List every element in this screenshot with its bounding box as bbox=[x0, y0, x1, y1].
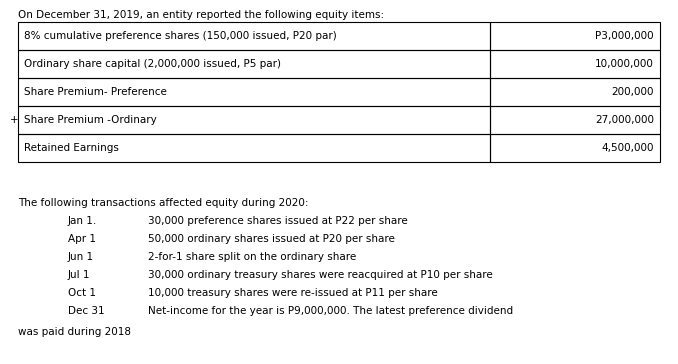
Text: Share Premium- Preference: Share Premium- Preference bbox=[24, 87, 167, 97]
Text: The following transactions affected equity during 2020:: The following transactions affected equi… bbox=[18, 198, 308, 208]
Text: 10,000 treasury shares were re-issued at P11 per share: 10,000 treasury shares were re-issued at… bbox=[148, 288, 438, 298]
Text: P3,000,000: P3,000,000 bbox=[595, 31, 654, 41]
Text: Jul 1: Jul 1 bbox=[68, 270, 90, 280]
Text: Net-income for the year is P9,000,000. The latest preference dividend: Net-income for the year is P9,000,000. T… bbox=[148, 306, 513, 316]
Bar bbox=[18, 78, 490, 106]
Text: Ordinary share capital (2,000,000 issued, P5 par): Ordinary share capital (2,000,000 issued… bbox=[24, 59, 281, 69]
Text: Jan 1.: Jan 1. bbox=[68, 216, 97, 226]
Text: Oct 1: Oct 1 bbox=[68, 288, 96, 298]
Text: +: + bbox=[10, 115, 18, 125]
Text: Retained Earnings: Retained Earnings bbox=[24, 143, 119, 153]
Text: 50,000 ordinary shares issued at P20 per share: 50,000 ordinary shares issued at P20 per… bbox=[148, 234, 395, 244]
Text: 30,000 preference shares issued at P22 per share: 30,000 preference shares issued at P22 p… bbox=[148, 216, 407, 226]
Bar bbox=[490, 134, 660, 162]
Bar bbox=[18, 50, 490, 78]
Bar bbox=[490, 22, 660, 50]
Text: 4,500,000: 4,500,000 bbox=[601, 143, 654, 153]
Bar bbox=[490, 50, 660, 78]
Bar bbox=[18, 22, 490, 50]
Text: On December 31, 2019, an entity reported the following equity items:: On December 31, 2019, an entity reported… bbox=[18, 10, 384, 20]
Bar bbox=[18, 134, 490, 162]
Text: 8% cumulative preference shares (150,000 issued, P20 par): 8% cumulative preference shares (150,000… bbox=[24, 31, 337, 41]
Text: 27,000,000: 27,000,000 bbox=[595, 115, 654, 125]
Text: 200,000: 200,000 bbox=[612, 87, 654, 97]
Text: Apr 1: Apr 1 bbox=[68, 234, 96, 244]
Text: 10,000,000: 10,000,000 bbox=[595, 59, 654, 69]
Bar bbox=[18, 106, 490, 134]
Text: was paid during 2018: was paid during 2018 bbox=[18, 327, 131, 337]
Text: Dec 31: Dec 31 bbox=[68, 306, 104, 316]
Text: Jun 1: Jun 1 bbox=[68, 252, 94, 262]
Text: 2-for-1 share split on the ordinary share: 2-for-1 share split on the ordinary shar… bbox=[148, 252, 356, 262]
Text: Share Premium -Ordinary: Share Premium -Ordinary bbox=[24, 115, 157, 125]
Bar bbox=[490, 78, 660, 106]
Text: 30,000 ordinary treasury shares were reacquired at P10 per share: 30,000 ordinary treasury shares were rea… bbox=[148, 270, 493, 280]
Bar bbox=[490, 106, 660, 134]
